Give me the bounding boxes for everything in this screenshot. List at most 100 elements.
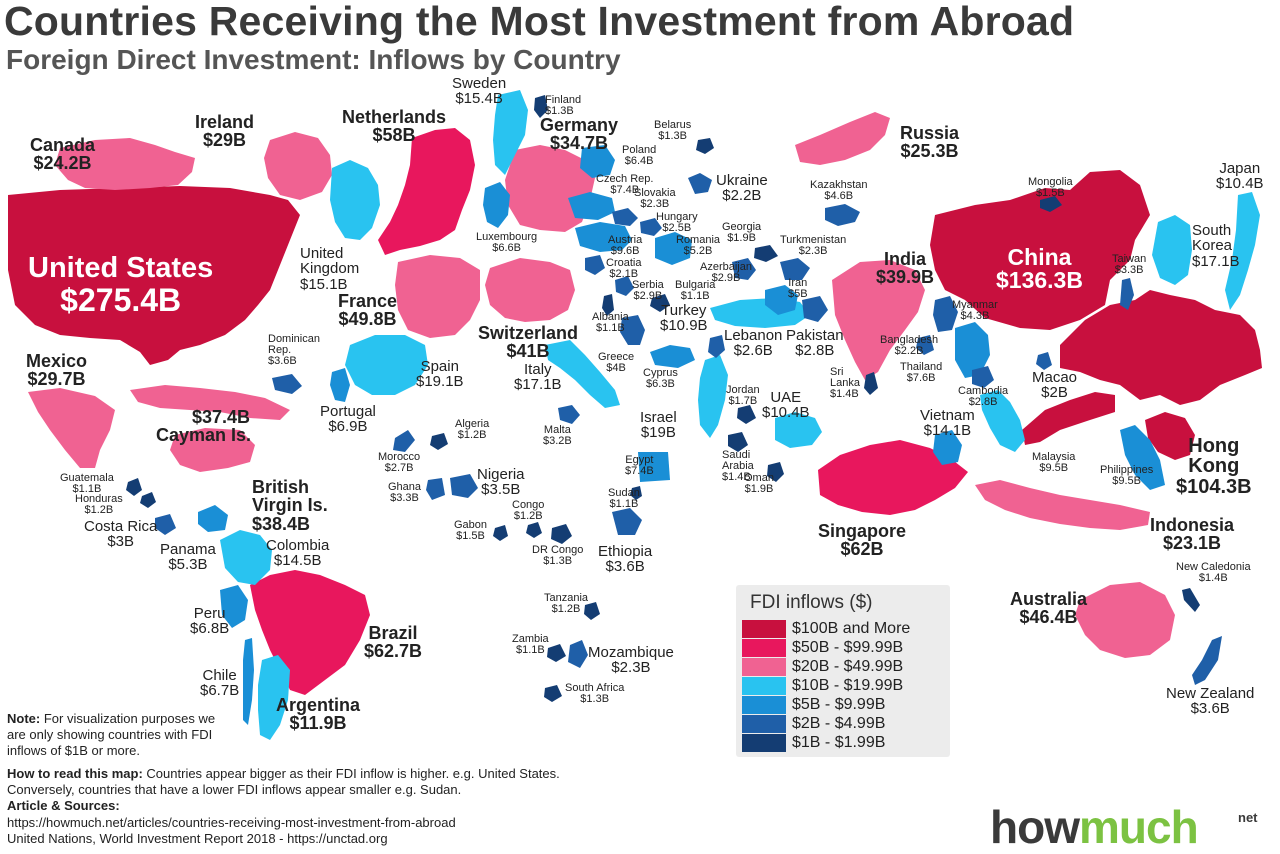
indonesia-shape	[975, 480, 1150, 530]
ethiopia-shape	[612, 508, 642, 535]
colombia-shape	[220, 530, 272, 585]
label-spain: Spain $19.1B	[416, 358, 464, 391]
israel-shape	[698, 355, 728, 438]
label-cyprus: Cyprus $6.3B	[643, 367, 678, 391]
legend-item: $5B - $9.99B	[742, 696, 946, 714]
label-costa-rica: Costa Rica $3B	[84, 518, 158, 551]
legend-item: $1B - $1.99B	[742, 734, 946, 752]
russia-shape	[795, 112, 890, 165]
new-caledonia-shape	[1182, 588, 1200, 612]
lebanon-shape	[708, 335, 725, 358]
legend-label: $20B - $49.99B	[792, 658, 904, 675]
nigeria-shape	[450, 474, 478, 498]
how-to-read: How to read this map: Countries appear b…	[7, 766, 560, 797]
slovakia-shape	[612, 208, 638, 226]
jordan-shape	[737, 405, 756, 424]
taiwan-shape	[1120, 278, 1134, 310]
label-luxembourg: Luxembourg $6.6B	[476, 231, 538, 255]
poland-shape	[580, 145, 615, 178]
morocco-shape	[393, 430, 415, 452]
cayman-shape	[130, 385, 290, 420]
serbia-shape	[615, 276, 634, 296]
label-bvi: British Virgin Is. $38.4B	[252, 477, 328, 534]
united-kingdom-shape	[330, 160, 380, 240]
bulgaria-shape	[650, 294, 670, 312]
japan-shape	[1225, 192, 1260, 310]
costa-rica-shape	[155, 514, 176, 535]
legend-item: $50B - $99.99B	[742, 639, 946, 657]
howmuch-logo[interactable]: howmuch	[990, 801, 1199, 853]
legend-title: FDI inflows ($)	[750, 592, 873, 613]
label-japan: Japan $10.4B	[1216, 160, 1264, 193]
label-algeria: Algeria $1.2B	[455, 418, 490, 442]
label-kazakhstan: Kazakhstan $4.6B	[810, 179, 868, 203]
label-tanzania: Tanzania $1.2B	[544, 592, 589, 616]
legend-label: $1B - $1.99B	[792, 734, 886, 751]
legend-swatch	[742, 620, 786, 638]
south-korea-shape	[1152, 215, 1192, 285]
turkmenistan-shape	[780, 258, 810, 280]
australia-shape	[1075, 582, 1175, 658]
label-new-caledonia: New Caledonia $1.4B	[1176, 561, 1251, 585]
myanmar-shape	[933, 296, 958, 332]
label-honduras: Honduras $1.2B	[75, 493, 123, 517]
label-macao: Macao $2B	[1032, 369, 1078, 402]
label-zambia: Zambia $1.1B	[512, 633, 549, 657]
label-argentina: Argentina $11.9B	[276, 695, 361, 734]
label-turkey: Turkey $10.9B	[660, 302, 708, 335]
philippines-shape	[1120, 425, 1165, 490]
india-shape	[832, 260, 925, 380]
label-guatemala: Guatemala $1.1B	[60, 472, 114, 496]
label-czech: Czech Rep. $7.4B	[596, 173, 654, 197]
south-africa-shape	[544, 685, 562, 702]
source-link-article[interactable]: https://howmuch.net/articles/countries-r…	[7, 815, 456, 830]
luxembourg-shape	[483, 182, 510, 228]
label-bangladesh: Bangladesh $2.2B	[880, 334, 939, 358]
label-mozambique: Mozambique $2.3B	[588, 644, 674, 677]
italy-shape	[545, 340, 620, 408]
label-sri-lanka: Sri Lanka $1.4B	[830, 366, 860, 401]
greece-shape	[620, 315, 645, 345]
label-india: India $39.9B	[876, 249, 935, 288]
ghana-shape	[426, 478, 445, 500]
legend-label: $2B - $4.99B	[792, 715, 886, 732]
new-zealand-shape	[1192, 636, 1222, 685]
egypt-shape	[638, 452, 670, 482]
china-shape	[930, 170, 1150, 330]
ireland-shape	[264, 132, 332, 200]
sweden-shape	[493, 90, 528, 175]
label-canada: Canada $24.2B	[30, 135, 96, 174]
label-albania: Albania $1.1B	[592, 311, 629, 335]
label-romania: Romania $5.2B	[676, 234, 721, 258]
label-russia: Russia $25.3B	[900, 123, 960, 162]
label-australia: Australia $46.4B	[1010, 589, 1088, 628]
label-bulgaria: Bulgaria $1.1B	[675, 279, 716, 303]
belarus-shape	[696, 138, 714, 154]
label-ireland: Ireland $29B	[195, 112, 255, 151]
netherlands-shape	[378, 128, 475, 255]
label-mongolia: Mongolia $1.5B	[1028, 176, 1073, 200]
macao-shape	[1036, 352, 1052, 370]
label-taiwan: Taiwan $3.3B	[1112, 253, 1147, 277]
label-dominican: Dominican Rep. $3.6B	[268, 333, 320, 368]
label-nigeria: Nigeria $3.5B	[477, 466, 525, 499]
label-south-africa: South Africa $1.3B	[565, 682, 625, 706]
label-uae: UAE $10.4B	[762, 389, 810, 422]
sri-lanka-shape	[864, 372, 878, 395]
congo-shape	[526, 522, 542, 538]
canada-shape	[55, 138, 195, 190]
legend-label: $100B and More	[792, 620, 911, 637]
label-hungary: Hungary $2.5B	[656, 211, 698, 235]
label-brazil: Brazil $62.7B	[364, 623, 423, 662]
chile-shape	[243, 638, 254, 725]
label-thailand: Thailand $7.6B	[900, 361, 943, 385]
tanzania-shape	[584, 602, 600, 620]
legend-label: $5B - $9.99B	[792, 696, 886, 713]
ukraine-shape	[688, 173, 712, 194]
singapore-shape	[818, 440, 968, 515]
portugal-shape	[330, 368, 350, 402]
label-ukraine: Ukraine $2.2B	[716, 172, 768, 205]
page-subtitle: Foreign Direct Investment: Inflows by Co…	[6, 44, 621, 75]
hong-kong-shape	[1022, 290, 1262, 460]
